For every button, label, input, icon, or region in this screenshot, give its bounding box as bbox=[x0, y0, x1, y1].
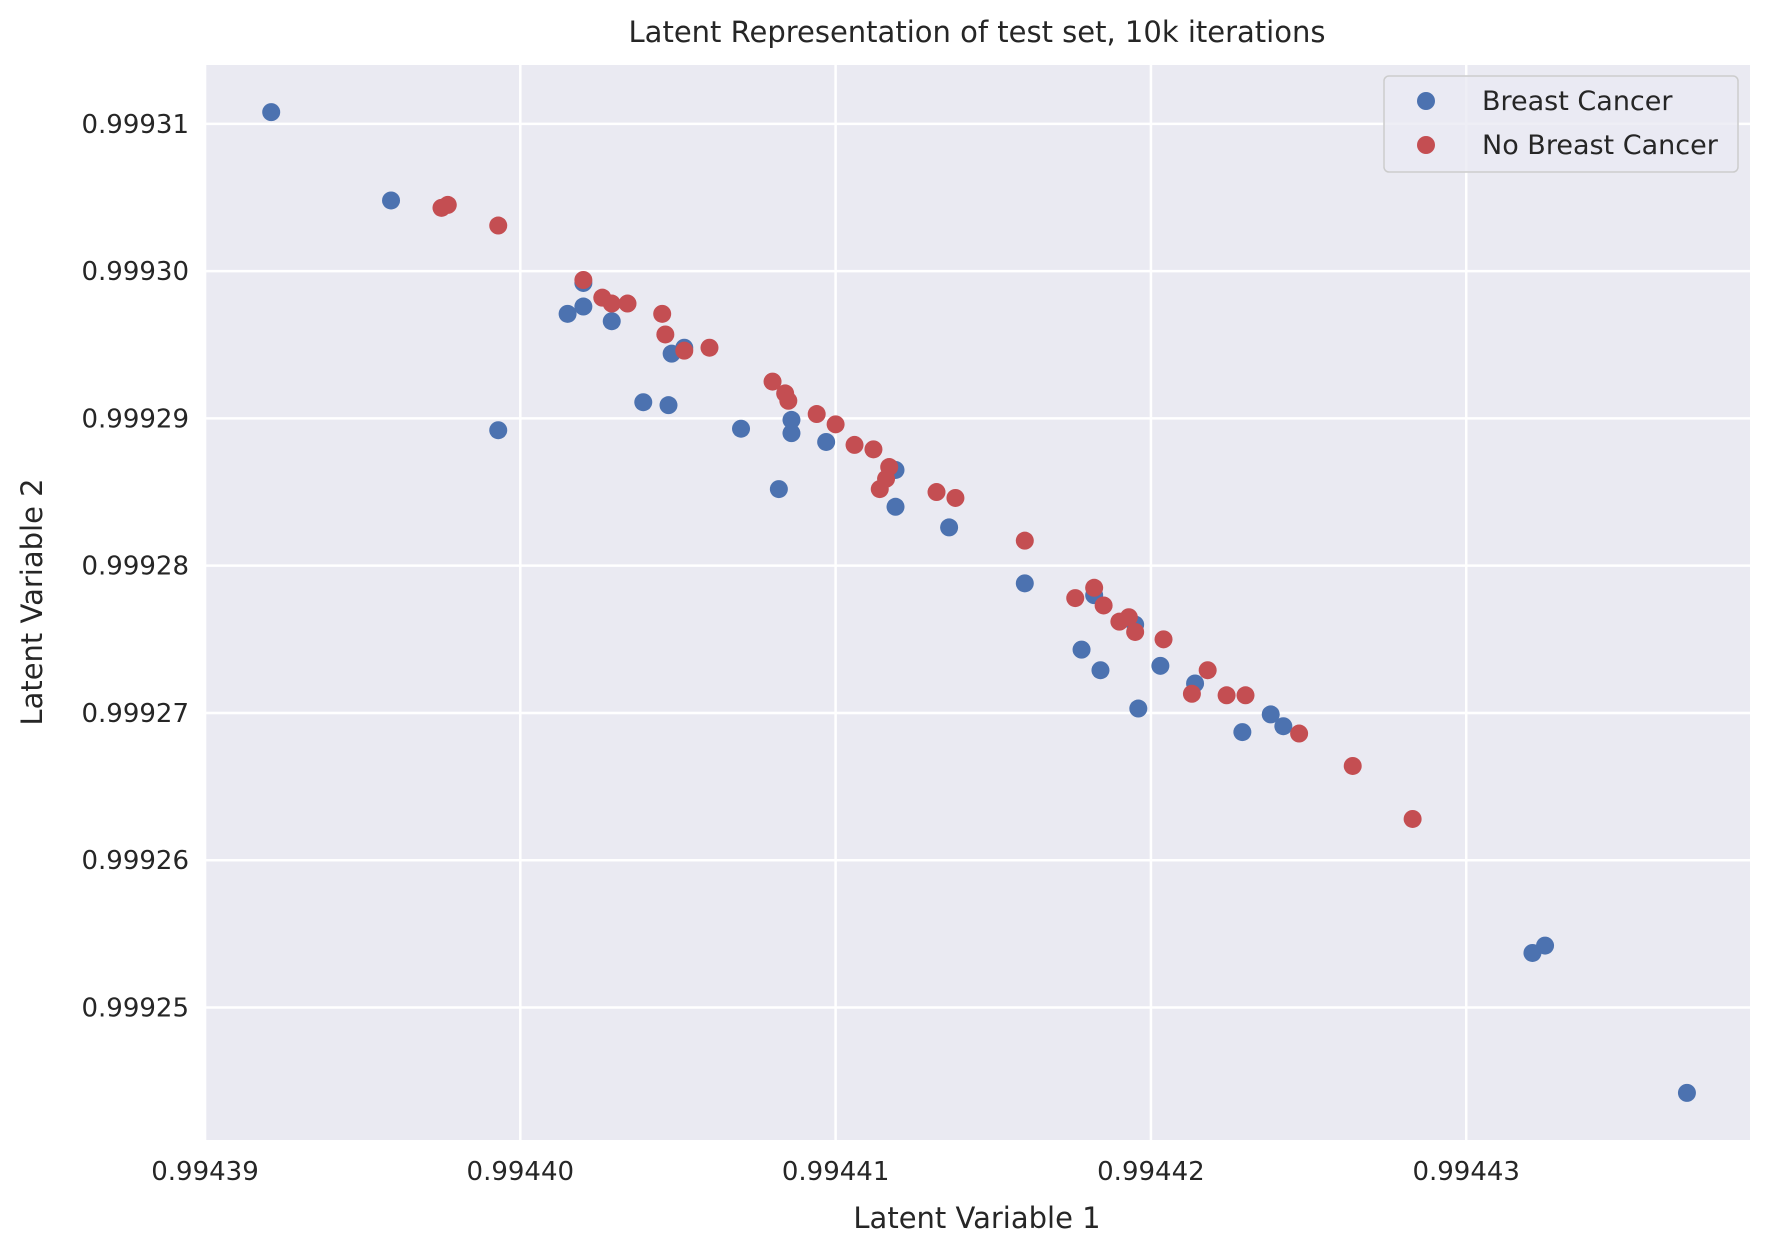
data-point bbox=[1403, 809, 1422, 828]
data-point bbox=[1236, 686, 1255, 705]
y-tick-label: 0.99925 bbox=[81, 993, 189, 1023]
data-point bbox=[1261, 705, 1280, 724]
y-axis-label: Latent Variable 2 bbox=[15, 478, 49, 725]
data-point bbox=[1066, 589, 1085, 608]
data-point bbox=[558, 304, 577, 323]
legend-marker-breast-cancer bbox=[1417, 92, 1435, 110]
data-point bbox=[262, 103, 281, 122]
x-tick-label: 0.99442 bbox=[1097, 1157, 1205, 1187]
data-point bbox=[782, 424, 801, 443]
data-point bbox=[1274, 717, 1293, 736]
x-axis-label: Latent Variable 1 bbox=[853, 1201, 1100, 1235]
y-tick-label: 0.99928 bbox=[81, 552, 189, 582]
data-point bbox=[489, 421, 508, 440]
data-point bbox=[779, 391, 798, 410]
y-tick-label: 0.99930 bbox=[81, 257, 189, 287]
data-point bbox=[1091, 661, 1110, 680]
x-tick-labels: 0.99439 0.99440 0.99441 0.99442 0.99443 bbox=[151, 1157, 1520, 1187]
data-point bbox=[1290, 724, 1309, 743]
data-point bbox=[870, 480, 889, 499]
data-point bbox=[574, 271, 593, 289]
data-point bbox=[927, 483, 946, 502]
data-point bbox=[826, 415, 845, 434]
data-point bbox=[817, 432, 836, 451]
data-point bbox=[602, 312, 621, 331]
x-tick-label: 0.99439 bbox=[151, 1157, 259, 1187]
data-point bbox=[1094, 596, 1113, 615]
legend-label-breast-cancer: Breast Cancer bbox=[1482, 86, 1673, 117]
data-points bbox=[262, 103, 1696, 1102]
y-tick-label: 0.99926 bbox=[81, 846, 189, 876]
data-point bbox=[653, 304, 672, 323]
data-point bbox=[845, 435, 864, 454]
x-tick-label: 0.99440 bbox=[467, 1157, 575, 1187]
data-point bbox=[618, 294, 637, 313]
data-point bbox=[1126, 622, 1145, 641]
data-point bbox=[1677, 1083, 1696, 1102]
series-1 bbox=[432, 195, 1422, 828]
legend-marker-no-breast-cancer bbox=[1417, 136, 1435, 154]
data-point bbox=[574, 297, 593, 316]
data-point bbox=[940, 518, 959, 537]
data-point bbox=[1217, 686, 1236, 705]
legend-label-no-breast-cancer: No Breast Cancer bbox=[1482, 130, 1719, 161]
data-point bbox=[1343, 756, 1362, 775]
y-tick-labels: 0.99925 0.99926 0.99927 0.99928 0.99929 0.999… bbox=[81, 110, 189, 1024]
data-point bbox=[782, 410, 801, 429]
y-tick-label: 0.99929 bbox=[81, 404, 189, 434]
data-point bbox=[659, 396, 678, 415]
data-point bbox=[634, 393, 653, 412]
x-tick-label: 0.99443 bbox=[1412, 1157, 1520, 1187]
data-point bbox=[382, 191, 401, 210]
data-point bbox=[1072, 640, 1091, 659]
data-point bbox=[675, 341, 694, 360]
data-point bbox=[807, 405, 826, 424]
chart-title: Latent Representation of test set, 10k i… bbox=[629, 15, 1326, 49]
data-point bbox=[656, 325, 675, 344]
data-point bbox=[769, 480, 788, 499]
data-point bbox=[1536, 936, 1555, 955]
x-tick-label: 0.99441 bbox=[782, 1157, 890, 1187]
legend: Breast Cancer No Breast Cancer bbox=[1383, 75, 1739, 173]
data-point bbox=[1154, 630, 1173, 649]
data-point bbox=[1198, 661, 1217, 680]
data-point bbox=[946, 488, 965, 507]
data-point bbox=[1182, 684, 1201, 703]
data-point bbox=[886, 497, 905, 516]
legend-box bbox=[1383, 75, 1739, 173]
data-point bbox=[438, 195, 457, 214]
y-tick-label: 0.99927 bbox=[81, 699, 189, 729]
data-point bbox=[489, 216, 508, 235]
data-point bbox=[1015, 531, 1034, 550]
data-point bbox=[1015, 574, 1034, 593]
y-tick-label: 0.99931 bbox=[81, 110, 189, 140]
data-point bbox=[864, 440, 883, 459]
plot-area bbox=[205, 65, 1750, 1140]
data-point bbox=[1233, 723, 1252, 742]
data-point bbox=[1119, 608, 1138, 627]
data-point bbox=[1085, 578, 1104, 597]
grid-lines bbox=[203, 65, 1750, 1140]
data-point bbox=[1151, 656, 1170, 675]
data-point bbox=[732, 419, 751, 438]
data-point bbox=[1129, 699, 1148, 718]
data-point bbox=[700, 338, 719, 357]
data-point bbox=[602, 294, 621, 313]
data-point bbox=[763, 372, 782, 391]
